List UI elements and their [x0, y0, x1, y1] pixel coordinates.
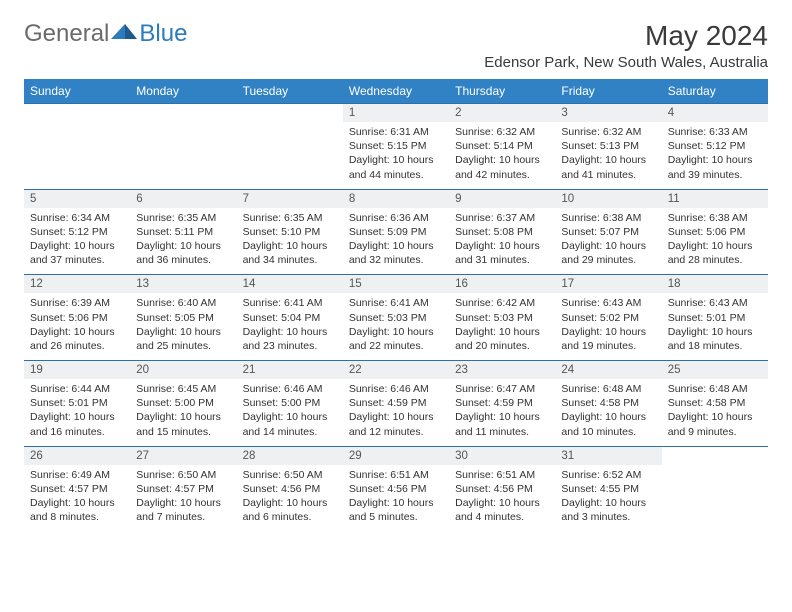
date-cell: 2 — [449, 104, 555, 122]
date-cell: 3 — [555, 104, 661, 122]
date-cell: 23 — [449, 361, 555, 379]
date-cell: 14 — [237, 275, 343, 293]
info-cell: Sunrise: 6:51 AMSunset: 4:56 PMDaylight:… — [449, 465, 555, 532]
date-cell: 18 — [662, 275, 768, 293]
info-row: Sunrise: 6:34 AMSunset: 5:12 PMDaylight:… — [24, 208, 768, 275]
info-cell: Sunrise: 6:39 AMSunset: 5:06 PMDaylight:… — [24, 293, 130, 360]
day-header-tuesday: Tuesday — [237, 79, 343, 104]
info-cell: Sunrise: 6:46 AMSunset: 5:00 PMDaylight:… — [237, 379, 343, 446]
date-row: 12131415161718 — [24, 275, 768, 293]
info-cell: Sunrise: 6:45 AMSunset: 5:00 PMDaylight:… — [130, 379, 236, 446]
info-cell: Sunrise: 6:34 AMSunset: 5:12 PMDaylight:… — [24, 208, 130, 275]
date-row: 262728293031 — [24, 447, 768, 465]
calendar-table: SundayMondayTuesdayWednesdayThursdayFrid… — [24, 79, 768, 531]
date-cell — [130, 104, 236, 122]
title-block: May 2024 Edensor Park, New South Wales, … — [484, 20, 768, 71]
info-cell — [237, 122, 343, 189]
info-cell: Sunrise: 6:37 AMSunset: 5:08 PMDaylight:… — [449, 208, 555, 275]
date-cell: 31 — [555, 447, 661, 465]
date-cell: 7 — [237, 190, 343, 208]
info-cell: Sunrise: 6:31 AMSunset: 5:15 PMDaylight:… — [343, 122, 449, 189]
date-cell: 30 — [449, 447, 555, 465]
date-cell: 8 — [343, 190, 449, 208]
info-row: Sunrise: 6:44 AMSunset: 5:01 PMDaylight:… — [24, 379, 768, 446]
date-cell: 17 — [555, 275, 661, 293]
date-cell: 28 — [237, 447, 343, 465]
date-row: 19202122232425 — [24, 361, 768, 379]
day-header-thursday: Thursday — [449, 79, 555, 104]
info-cell: Sunrise: 6:51 AMSunset: 4:56 PMDaylight:… — [343, 465, 449, 532]
date-cell: 1 — [343, 104, 449, 122]
brand-logo: General Blue — [24, 20, 187, 48]
info-cell: Sunrise: 6:32 AMSunset: 5:14 PMDaylight:… — [449, 122, 555, 189]
info-cell: Sunrise: 6:35 AMSunset: 5:11 PMDaylight:… — [130, 208, 236, 275]
info-cell: Sunrise: 6:50 AMSunset: 4:56 PMDaylight:… — [237, 465, 343, 532]
day-header-wednesday: Wednesday — [343, 79, 449, 104]
day-header-monday: Monday — [130, 79, 236, 104]
date-row: 567891011 — [24, 190, 768, 208]
date-cell: 13 — [130, 275, 236, 293]
day-header-friday: Friday — [555, 79, 661, 104]
date-cell: 25 — [662, 361, 768, 379]
info-row: Sunrise: 6:31 AMSunset: 5:15 PMDaylight:… — [24, 122, 768, 189]
location-text: Edensor Park, New South Wales, Australia — [484, 54, 768, 71]
date-cell — [24, 104, 130, 122]
month-title: May 2024 — [484, 20, 768, 52]
day-header-saturday: Saturday — [662, 79, 768, 104]
info-cell: Sunrise: 6:47 AMSunset: 4:59 PMDaylight:… — [449, 379, 555, 446]
info-cell: Sunrise: 6:33 AMSunset: 5:12 PMDaylight:… — [662, 122, 768, 189]
date-cell: 27 — [130, 447, 236, 465]
date-cell: 6 — [130, 190, 236, 208]
info-cell: Sunrise: 6:49 AMSunset: 4:57 PMDaylight:… — [24, 465, 130, 532]
info-cell: Sunrise: 6:44 AMSunset: 5:01 PMDaylight:… — [24, 379, 130, 446]
day-header-sunday: Sunday — [24, 79, 130, 104]
info-cell — [24, 122, 130, 189]
info-cell: Sunrise: 6:43 AMSunset: 5:01 PMDaylight:… — [662, 293, 768, 360]
brand-triangle-icon — [111, 20, 137, 48]
info-cell: Sunrise: 6:42 AMSunset: 5:03 PMDaylight:… — [449, 293, 555, 360]
info-row: Sunrise: 6:49 AMSunset: 4:57 PMDaylight:… — [24, 465, 768, 532]
date-cell: 11 — [662, 190, 768, 208]
info-cell: Sunrise: 6:50 AMSunset: 4:57 PMDaylight:… — [130, 465, 236, 532]
date-cell: 24 — [555, 361, 661, 379]
info-cell: Sunrise: 6:46 AMSunset: 4:59 PMDaylight:… — [343, 379, 449, 446]
info-row: Sunrise: 6:39 AMSunset: 5:06 PMDaylight:… — [24, 293, 768, 360]
info-cell: Sunrise: 6:52 AMSunset: 4:55 PMDaylight:… — [555, 465, 661, 532]
day-header-row: SundayMondayTuesdayWednesdayThursdayFrid… — [24, 79, 768, 104]
date-cell: 21 — [237, 361, 343, 379]
date-cell — [662, 447, 768, 465]
date-cell: 12 — [24, 275, 130, 293]
brand-part2: Blue — [139, 20, 187, 48]
info-cell: Sunrise: 6:38 AMSunset: 5:07 PMDaylight:… — [555, 208, 661, 275]
info-cell: Sunrise: 6:43 AMSunset: 5:02 PMDaylight:… — [555, 293, 661, 360]
date-cell: 5 — [24, 190, 130, 208]
date-cell: 4 — [662, 104, 768, 122]
info-cell: Sunrise: 6:48 AMSunset: 4:58 PMDaylight:… — [662, 379, 768, 446]
info-cell: Sunrise: 6:35 AMSunset: 5:10 PMDaylight:… — [237, 208, 343, 275]
date-cell: 20 — [130, 361, 236, 379]
page-header: General Blue May 2024 Edensor Park, New … — [24, 20, 768, 71]
info-cell: Sunrise: 6:41 AMSunset: 5:03 PMDaylight:… — [343, 293, 449, 360]
info-cell — [130, 122, 236, 189]
date-cell — [237, 104, 343, 122]
date-cell: 16 — [449, 275, 555, 293]
info-cell: Sunrise: 6:36 AMSunset: 5:09 PMDaylight:… — [343, 208, 449, 275]
info-cell: Sunrise: 6:41 AMSunset: 5:04 PMDaylight:… — [237, 293, 343, 360]
date-row: 1234 — [24, 104, 768, 122]
date-cell: 26 — [24, 447, 130, 465]
info-cell — [662, 465, 768, 532]
info-cell: Sunrise: 6:38 AMSunset: 5:06 PMDaylight:… — [662, 208, 768, 275]
date-cell: 19 — [24, 361, 130, 379]
info-cell: Sunrise: 6:48 AMSunset: 4:58 PMDaylight:… — [555, 379, 661, 446]
date-cell: 15 — [343, 275, 449, 293]
info-cell: Sunrise: 6:32 AMSunset: 5:13 PMDaylight:… — [555, 122, 661, 189]
brand-part1: General — [24, 20, 109, 48]
info-cell: Sunrise: 6:40 AMSunset: 5:05 PMDaylight:… — [130, 293, 236, 360]
date-cell: 22 — [343, 361, 449, 379]
date-cell: 10 — [555, 190, 661, 208]
date-cell: 29 — [343, 447, 449, 465]
date-cell: 9 — [449, 190, 555, 208]
